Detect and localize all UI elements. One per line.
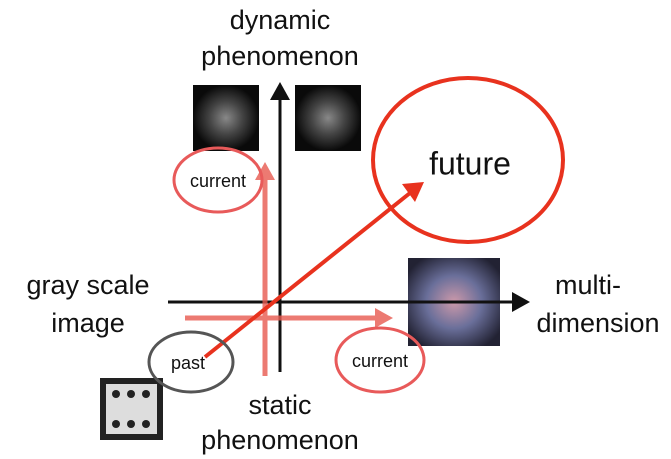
current-label: current [352, 351, 408, 371]
axis-label: dynamic [230, 5, 331, 35]
dynamic-image-2 [295, 85, 361, 151]
axis-label: phenomenon [201, 41, 359, 71]
axis-label: image [51, 308, 125, 338]
axis-label: dimension [536, 308, 659, 338]
future-label: future [429, 145, 511, 181]
axis-label: multi- [555, 270, 621, 300]
axis-label: gray scale [26, 270, 149, 300]
current-label: current [190, 171, 246, 191]
dice-image [100, 378, 163, 440]
diagram: dynamic phenomenon static phenomenon gra… [0, 0, 671, 459]
axis-label: phenomenon [201, 425, 359, 455]
red-axes [185, 162, 393, 376]
axis-label: static [248, 390, 311, 420]
dynamic-image-1 [193, 85, 259, 151]
past-label: past [171, 353, 205, 373]
